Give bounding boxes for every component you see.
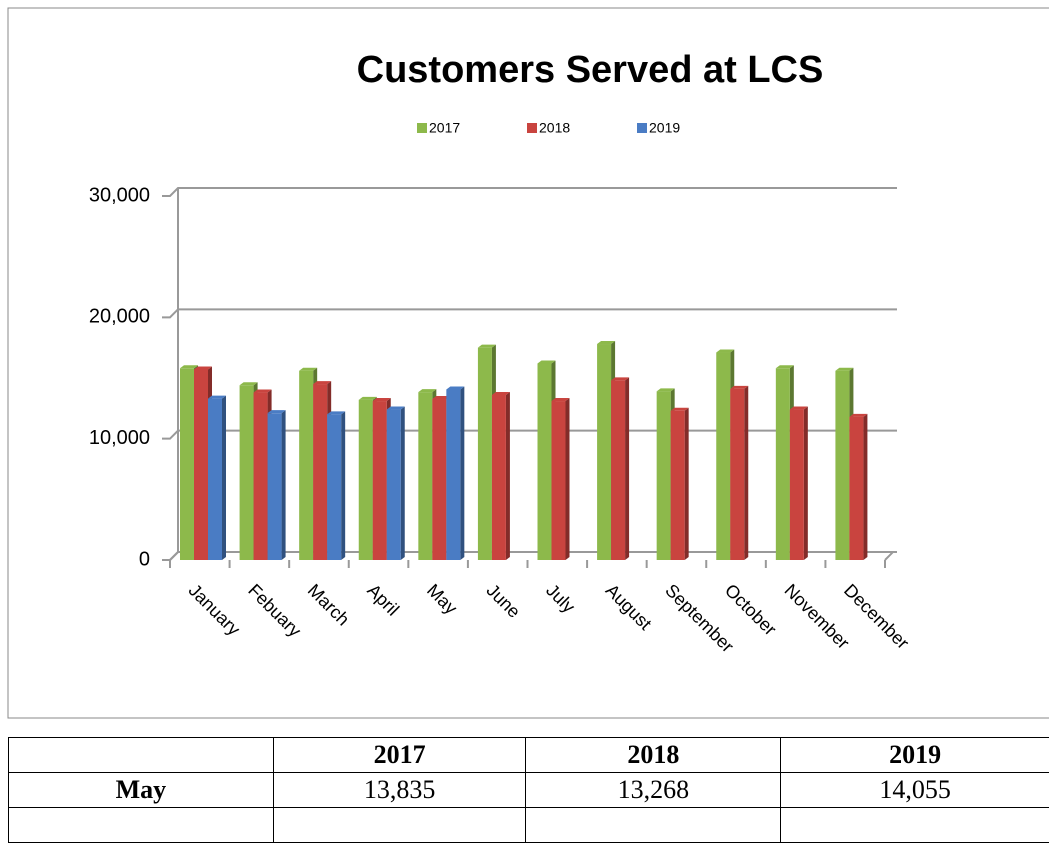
bar bbox=[418, 392, 433, 560]
bar-top bbox=[789, 406, 808, 410]
cell bbox=[525, 807, 782, 843]
bar bbox=[208, 398, 222, 560]
bar bbox=[432, 399, 447, 560]
bar bbox=[670, 410, 685, 560]
cell bbox=[272, 807, 527, 843]
bar bbox=[327, 414, 342, 560]
cell: 13,835 bbox=[272, 772, 527, 808]
cell bbox=[780, 807, 1049, 843]
bar-top bbox=[386, 406, 405, 410]
data-table: 2017 2018 2019 May 13,835 13,268 14,055 bbox=[8, 737, 1049, 843]
bar bbox=[446, 389, 461, 560]
bar-top bbox=[730, 385, 749, 389]
legend-label: 2018 bbox=[539, 120, 570, 136]
bar-top bbox=[194, 366, 212, 370]
bar-top bbox=[835, 367, 854, 371]
bar-top bbox=[597, 341, 616, 345]
cell: 14,055 bbox=[780, 772, 1049, 808]
bar bbox=[358, 399, 373, 560]
bar-top bbox=[299, 367, 318, 371]
bar bbox=[835, 370, 850, 560]
cell bbox=[8, 807, 274, 843]
bar-top bbox=[418, 389, 437, 393]
bar-side bbox=[222, 395, 226, 560]
bar bbox=[313, 384, 328, 560]
bar-top bbox=[327, 411, 346, 415]
grid-line bbox=[162, 187, 897, 197]
bar-side bbox=[625, 377, 630, 560]
bar-top bbox=[477, 344, 496, 348]
bar-top bbox=[267, 410, 286, 414]
bar-top bbox=[208, 395, 226, 399]
column-header: 2017 bbox=[272, 737, 527, 773]
grid-line bbox=[162, 308, 897, 319]
bar bbox=[775, 368, 790, 560]
bar-top bbox=[358, 396, 377, 400]
bar-top bbox=[551, 398, 570, 402]
bar-top bbox=[239, 382, 258, 386]
bar-top bbox=[446, 386, 465, 390]
bar bbox=[180, 368, 194, 560]
bar bbox=[597, 344, 612, 560]
bar-top bbox=[180, 365, 198, 369]
column-header: 2018 bbox=[525, 737, 782, 773]
bar-side bbox=[744, 385, 749, 560]
bar-side bbox=[505, 391, 510, 560]
y-tick-label: 20,000 bbox=[89, 306, 150, 328]
bar-top bbox=[656, 388, 675, 392]
bar-top bbox=[372, 398, 391, 402]
legend-label: 2017 bbox=[429, 120, 460, 136]
bar bbox=[611, 380, 626, 560]
bar bbox=[551, 401, 566, 560]
bar-side bbox=[684, 407, 689, 560]
bar-top bbox=[670, 407, 689, 411]
bar bbox=[491, 394, 506, 560]
bar-top bbox=[611, 377, 630, 381]
corner-cell bbox=[8, 737, 274, 773]
bar bbox=[194, 369, 208, 560]
legend-swatch bbox=[527, 123, 537, 133]
bar bbox=[372, 401, 387, 560]
bar-side bbox=[341, 411, 346, 560]
bar-top bbox=[432, 396, 451, 400]
bar bbox=[299, 370, 314, 560]
bar-top bbox=[716, 349, 735, 353]
bar bbox=[239, 385, 254, 560]
bar bbox=[537, 363, 552, 560]
y-tick-label: 0 bbox=[139, 548, 150, 570]
cell: 13,268 bbox=[525, 772, 782, 808]
bar-side bbox=[281, 410, 286, 560]
bar-side bbox=[803, 406, 808, 560]
bar-top bbox=[537, 360, 556, 364]
bar bbox=[730, 388, 745, 560]
bar-side bbox=[460, 386, 465, 560]
bar bbox=[789, 409, 804, 560]
bar-top bbox=[491, 391, 510, 395]
bar-top bbox=[253, 389, 272, 393]
bar-top bbox=[775, 365, 794, 369]
bar-side bbox=[565, 398, 570, 560]
y-tick-label: 30,000 bbox=[89, 184, 150, 206]
bar bbox=[253, 392, 268, 560]
bar-top bbox=[313, 381, 332, 385]
bar bbox=[849, 416, 864, 560]
bar bbox=[386, 409, 401, 560]
row-header: May bbox=[8, 772, 274, 808]
y-tick-label: 10,000 bbox=[89, 427, 150, 449]
bar bbox=[477, 347, 492, 560]
legend-swatch bbox=[637, 123, 647, 133]
chart: Customers Served at LCS 0 10,000 20,000 30,… bbox=[7, 7, 1049, 719]
bar-side bbox=[863, 413, 868, 560]
bar bbox=[267, 413, 282, 560]
chart-border bbox=[7, 7, 1049, 719]
legend-swatch bbox=[417, 123, 427, 133]
bar bbox=[656, 391, 671, 560]
bar-top bbox=[849, 413, 868, 417]
legend-label: 2019 bbox=[649, 120, 680, 136]
chart-title: Customers Served at LCS bbox=[357, 49, 824, 91]
bar-side bbox=[400, 406, 405, 560]
column-header: 2019 bbox=[780, 737, 1049, 773]
bar bbox=[716, 352, 731, 560]
